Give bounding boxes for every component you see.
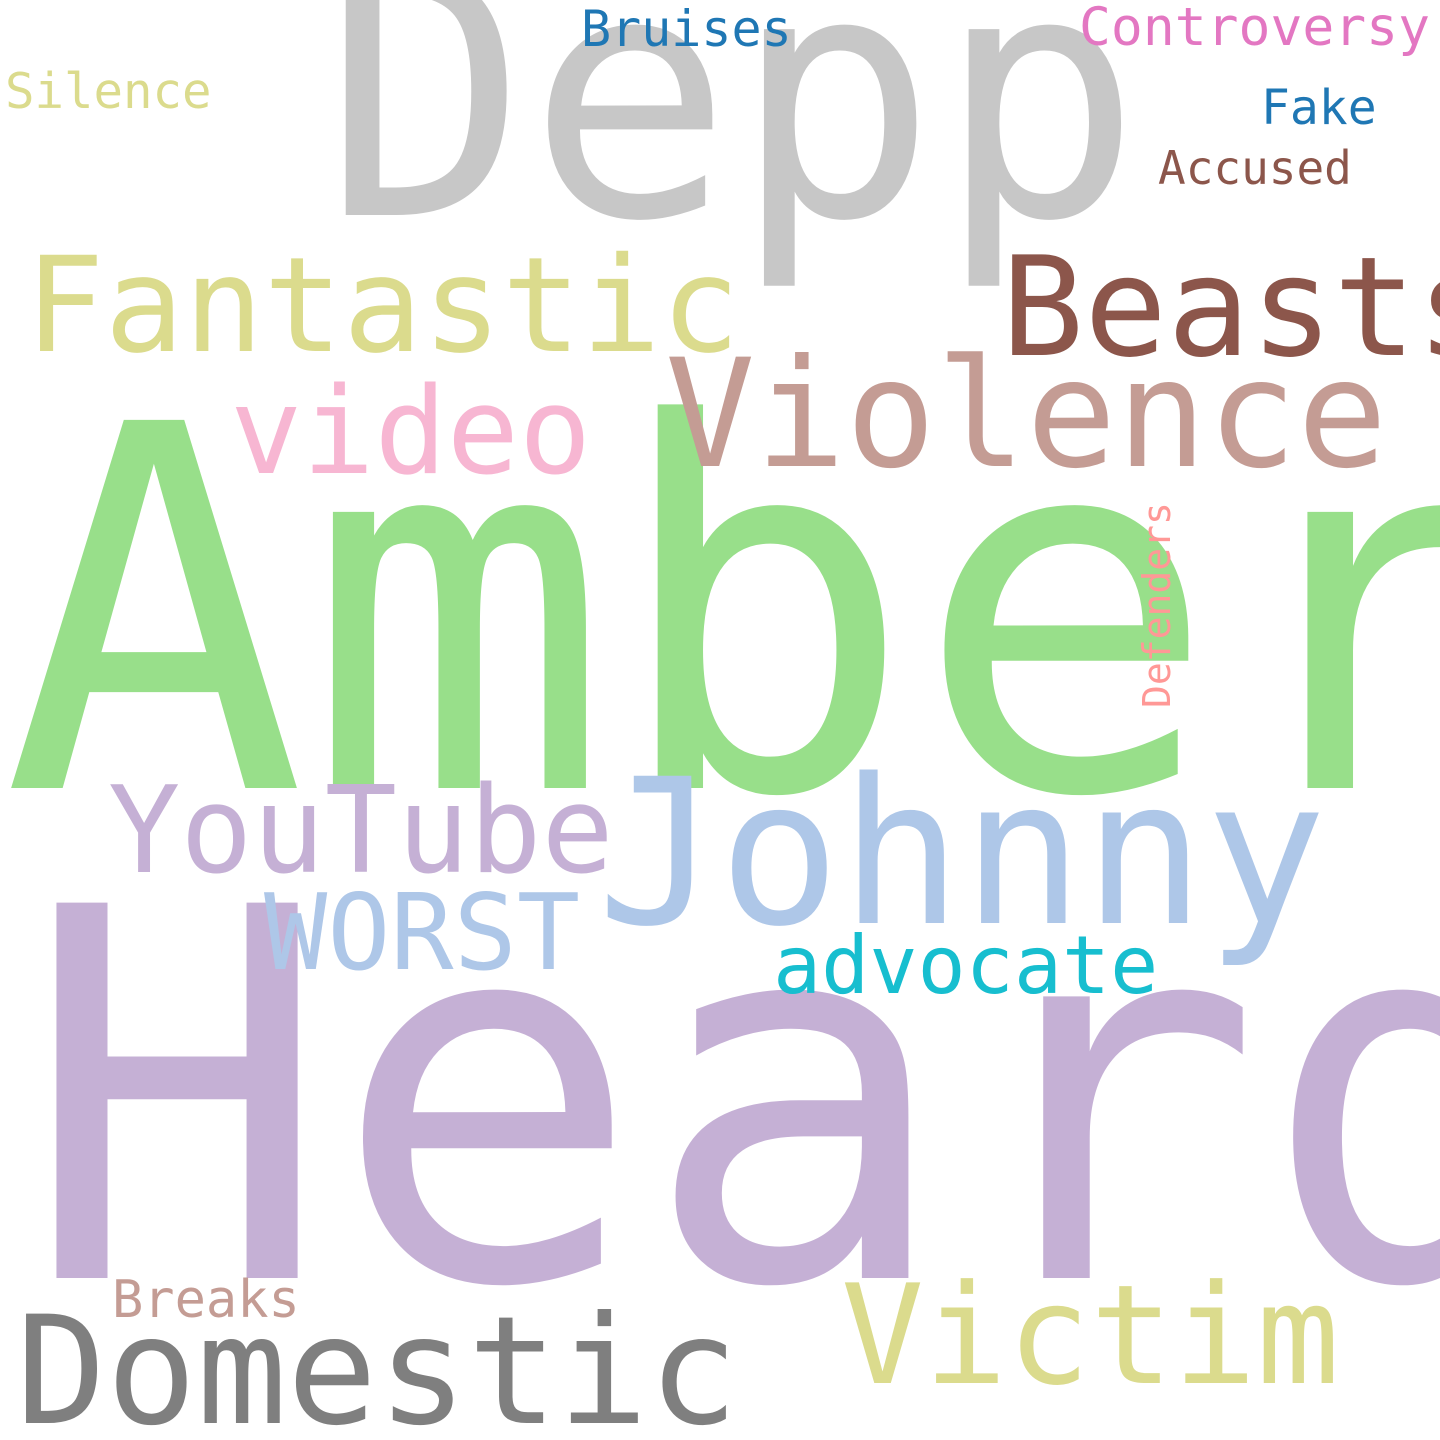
word-silence: Silence: [5, 63, 212, 120]
word-heard: Heard: [22, 801, 1440, 1400]
word-bruises: Bruises: [581, 0, 792, 58]
word-beasts: Beasts: [1001, 227, 1440, 388]
word-video: video: [230, 363, 592, 502]
word-domestic: Domestic: [16, 1285, 739, 1440]
word-advocate: advocate: [773, 919, 1159, 1012]
word-accused: Accused: [1158, 141, 1352, 195]
word-breaks: Breaks: [112, 1270, 300, 1330]
word-amber: Amber: [2, 320, 1440, 908]
word-worst: WORST: [264, 872, 581, 994]
word-victim: Victim: [841, 1255, 1340, 1416]
word-fake: Fake: [1261, 80, 1377, 136]
word-violence: Violence: [665, 328, 1388, 502]
word-defenders: Defenders: [1135, 502, 1179, 708]
word-depp: Depp: [323, 0, 1142, 296]
word-johnny: Johnny: [597, 735, 1327, 971]
word-controversy: Controversy: [1079, 0, 1430, 58]
word-fantastic: Fantastic: [25, 229, 741, 383]
word-youtube: YouTube: [108, 762, 614, 901]
